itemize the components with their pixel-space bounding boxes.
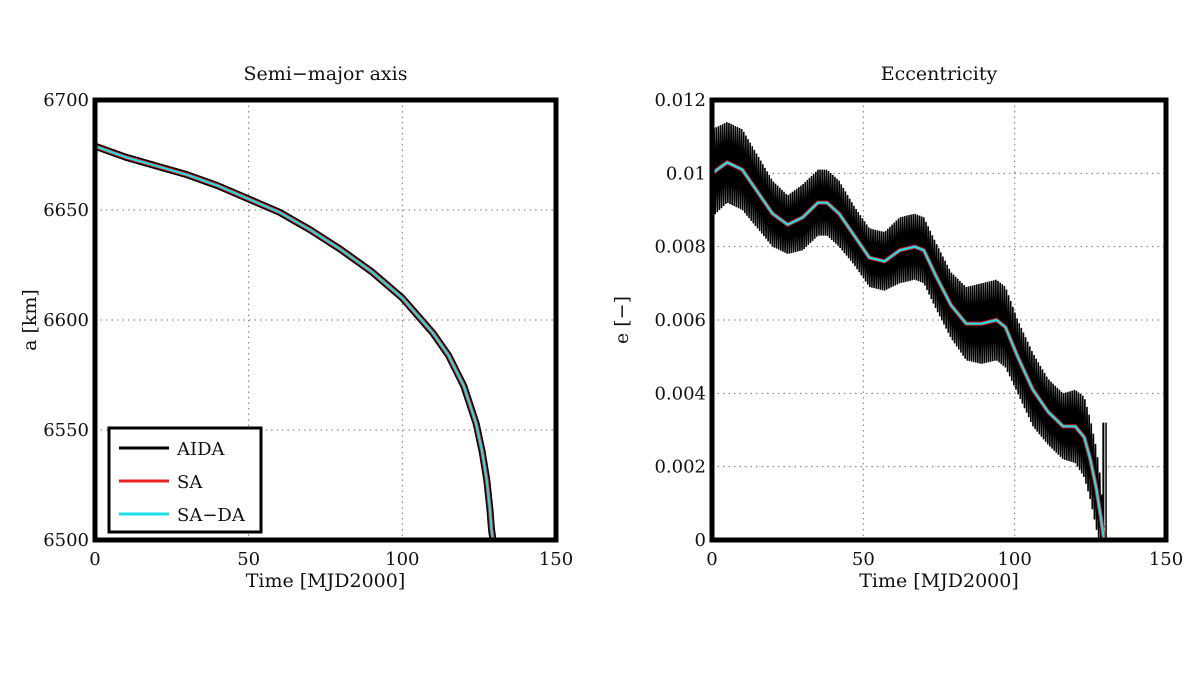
- x-tick-label: 100: [385, 549, 419, 570]
- eccentricity-chart: 0 50 100 150 0 0.002 0.004 0.006 0.008 0.01 0.012…: [611, 63, 1183, 592]
- y-tick-labels: 0 0.002 0.004 0.006 0.008 0.01 0.012: [654, 90, 706, 551]
- legend-label-sa: SA: [177, 472, 203, 493]
- series-lines: [95, 142, 497, 540]
- y-tick-label: 0.002: [654, 457, 706, 478]
- legend: AIDA SA SA−DA: [107, 426, 263, 534]
- y-tick-label: 0.01: [666, 163, 706, 184]
- legend-label-sa-da: SA−DA: [177, 505, 246, 526]
- y-tick-label: 0.012: [654, 90, 706, 111]
- legend-label-aida: AIDA: [176, 439, 226, 460]
- y-tick-labels: 6500 6550 6600 6650 6700: [43, 90, 89, 551]
- x-axis-label: Time [MJD2000]: [859, 570, 1019, 592]
- x-tick-label: 0: [706, 549, 717, 570]
- x-tick-label: 150: [1149, 549, 1183, 570]
- plot-frame: [709, 97, 1169, 543]
- x-tick-label: 0: [89, 549, 100, 570]
- y-tick-label: 0: [695, 530, 706, 551]
- x-axis-label: Time [MJD2000]: [246, 570, 406, 592]
- y-tick-label: 0.008: [654, 237, 706, 258]
- y-tick-label: 0.006: [654, 310, 706, 331]
- series-lines: [712, 122, 1107, 540]
- semi-major-axis-chart: 0 50 100 150 6500 6550 6600 6650 6700 Semi−majo…: [19, 63, 573, 592]
- x-tick-labels: 0 50 100 150: [89, 549, 573, 570]
- plot-frame: [92, 97, 559, 543]
- y-tick-label: 6600: [43, 310, 89, 331]
- series-line-sa-da: [95, 145, 495, 540]
- chart-title: Semi−major axis: [244, 63, 408, 85]
- y-tick-label: 6650: [43, 200, 89, 221]
- x-tick-labels: 0 50 100 150: [706, 549, 1183, 570]
- series-line-sa-da: [712, 161, 1106, 540]
- x-tick-label: 50: [852, 549, 875, 570]
- y-tick-label: 6500: [43, 530, 89, 551]
- y-axis-label: a [km]: [19, 289, 41, 351]
- y-tick-label: 0.004: [654, 383, 706, 404]
- x-tick-label: 50: [237, 549, 260, 570]
- y-tick-label: 6550: [43, 420, 89, 441]
- x-tick-label: 100: [997, 549, 1031, 570]
- y-axis-label: e [−]: [611, 296, 633, 344]
- x-tick-label: 150: [539, 549, 573, 570]
- grid-lines: [95, 100, 556, 540]
- chart-title: Eccentricity: [881, 63, 998, 85]
- series-line-aida: [712, 122, 1105, 540]
- y-tick-label: 6700: [43, 90, 89, 111]
